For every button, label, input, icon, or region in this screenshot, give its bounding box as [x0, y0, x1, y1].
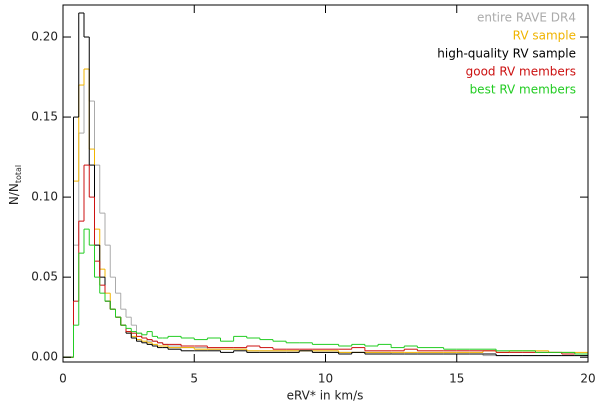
- y-axis-label-main: N/N: [7, 183, 21, 205]
- legend-entry: entire RAVE DR4: [477, 11, 576, 25]
- y-axis-label: N/Ntotal: [7, 165, 23, 205]
- legend-entry: high-quality RV sample: [437, 47, 576, 61]
- y-tick-label: 0.15: [31, 110, 58, 124]
- legend-entry: best RV members: [470, 83, 576, 97]
- x-tick-label: 0: [59, 372, 67, 386]
- y-tick-label: 0.00: [31, 350, 58, 364]
- x-axis-label: eRV* in km/s: [287, 389, 364, 403]
- legend-entry: good RV members: [466, 65, 576, 79]
- x-tick-label: 20: [580, 372, 595, 386]
- y-axis-label-group: N/Ntotal: [7, 165, 23, 205]
- y-tick-label: 0.05: [31, 270, 58, 284]
- x-tick-label: 10: [318, 372, 333, 386]
- legend-entry: RV sample: [513, 29, 576, 43]
- y-tick-label: 0.20: [31, 30, 58, 44]
- x-tick-label: 5: [190, 372, 198, 386]
- y-tick-label: 0.10: [31, 190, 58, 204]
- y-axis-label-sub: total: [14, 165, 23, 183]
- x-tick-label: 15: [449, 372, 464, 386]
